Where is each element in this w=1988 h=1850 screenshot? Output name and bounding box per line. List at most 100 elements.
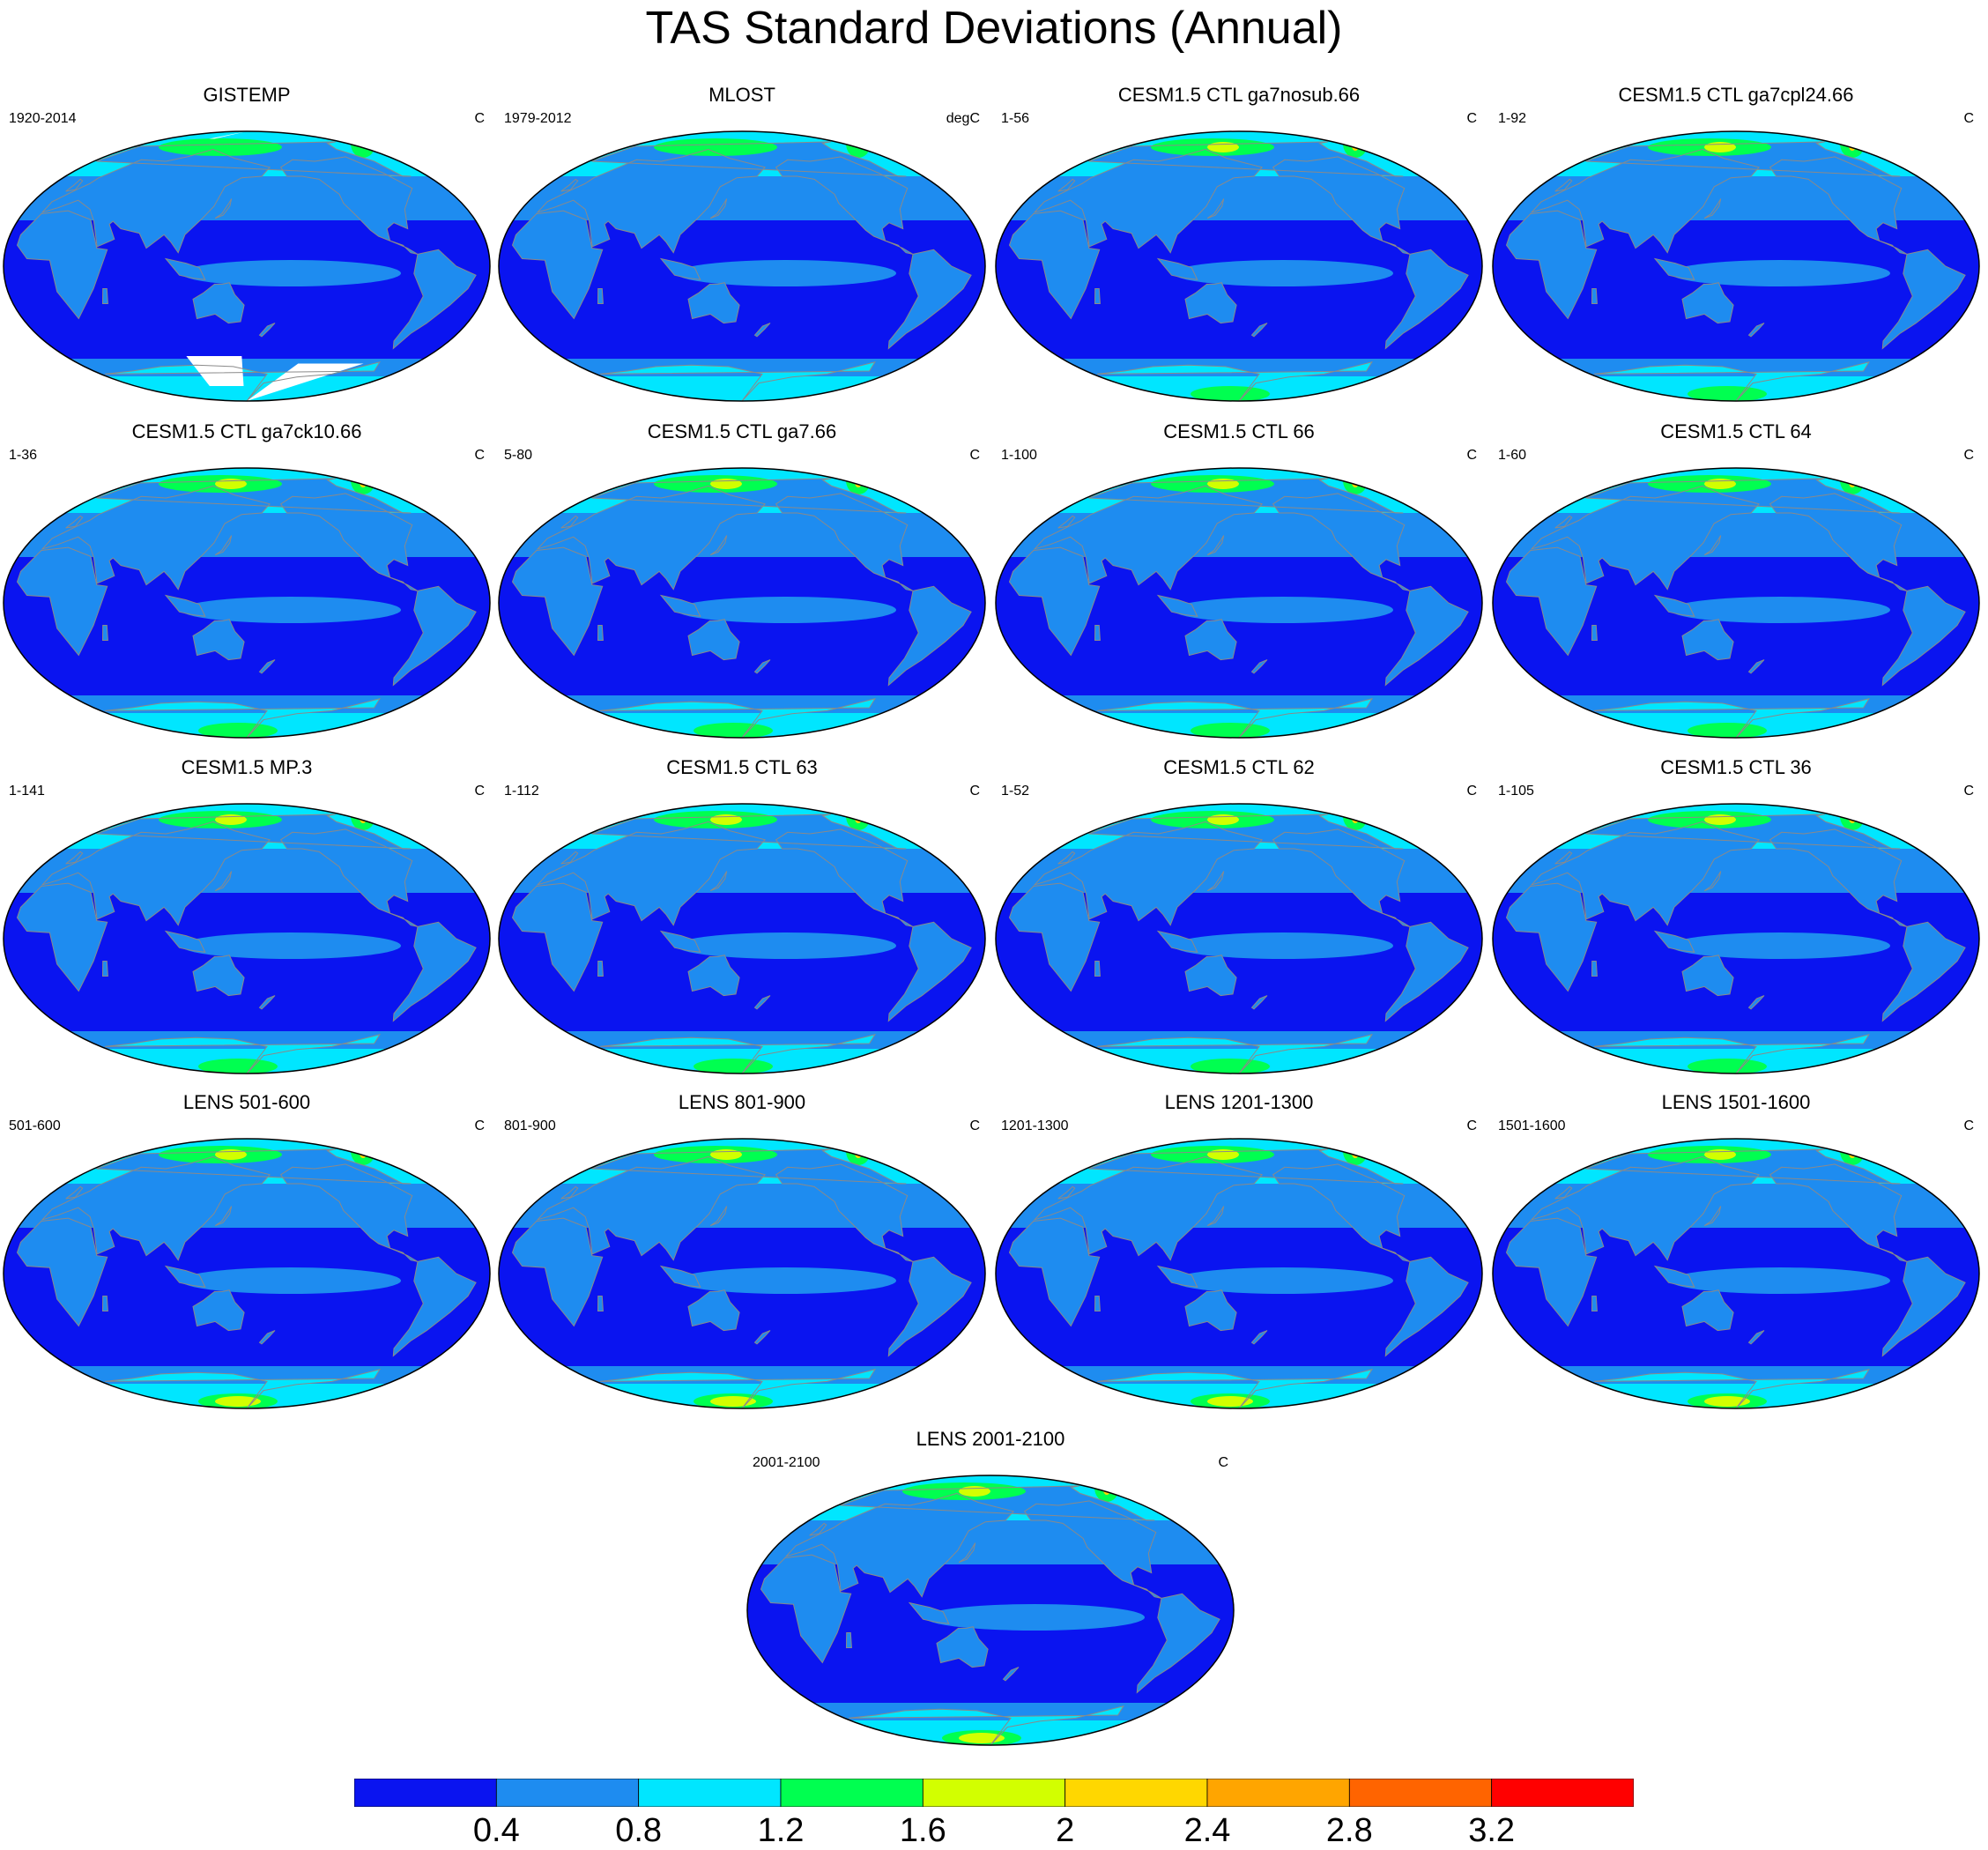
panel-period-label: 1-105 — [1498, 784, 1534, 799]
map-panel: CESM1.5 CTL 66 1-100 C — [992, 420, 1486, 742]
map-panel: CESM1.5 CTL ga7cpl24.66 1-92 C — [1489, 84, 1983, 405]
colorbar-box — [1064, 1779, 1208, 1807]
world-map — [498, 803, 986, 1074]
panel-period-label: 1201-1300 — [1001, 1118, 1069, 1133]
panel-units-label: C — [1466, 784, 1477, 799]
panel-period-label: 1979-2012 — [504, 111, 572, 126]
map-panel: LENS 801-900 801-900 C — [495, 1091, 989, 1413]
colorbar-box — [1206, 1779, 1350, 1807]
coastlines — [1008, 141, 1469, 401]
coastlines — [1008, 478, 1469, 738]
colorbar-box — [1348, 1779, 1493, 1807]
world-map — [995, 1138, 1483, 1409]
panel-title: LENS 801-900 — [678, 1091, 806, 1113]
map-panel: LENS 501-600 501-600 C — [0, 1091, 493, 1413]
panel-units-label: C — [969, 784, 980, 799]
coastlines — [1505, 141, 1966, 401]
panel-title: CESM1.5 CTL 62 — [1163, 756, 1315, 778]
world-map — [1492, 467, 1980, 739]
panel-period-label: 501-600 — [9, 1118, 61, 1133]
colorbar-tick-label: 2.8 — [1325, 1812, 1373, 1849]
world-map — [3, 1138, 491, 1409]
coastlines — [1505, 814, 1966, 1074]
panel-title: CESM1.5 CTL 36 — [1660, 756, 1812, 778]
panel-period-label: 1-92 — [1498, 111, 1527, 126]
colorbar-box — [780, 1779, 924, 1807]
colorbar-tick-label: 0.4 — [472, 1812, 520, 1849]
panel-title: CESM1.5 CTL ga7ck10.66 — [131, 420, 362, 442]
figure-title: TAS Standard Deviations (Annual) — [645, 3, 1343, 54]
panel-period-label: 1-100 — [1001, 448, 1037, 463]
panel-title: LENS 2001-2100 — [916, 1428, 1065, 1450]
colorbar-box — [354, 1779, 497, 1807]
panel-period-label: 1-52 — [1001, 784, 1030, 799]
colorbar-tick-label: 2 — [1056, 1812, 1075, 1849]
panel-units-label: C — [474, 111, 485, 126]
colorbar-tick-label: 2.4 — [1183, 1812, 1231, 1849]
panel-units-label: C — [1466, 111, 1477, 126]
world-map — [3, 467, 491, 739]
panel-units-label: C — [1963, 111, 1974, 126]
world-map — [1492, 1138, 1980, 1409]
map-panel: CESM1.5 CTL 64 1-60 C — [1489, 420, 1983, 742]
colorbar-box — [495, 1779, 640, 1807]
panel-period-label: 5-80 — [504, 448, 533, 463]
coastlines — [1505, 478, 1966, 738]
panel-title: CESM1.5 CTL ga7cpl24.66 — [1618, 84, 1854, 106]
coastlines — [16, 814, 477, 1074]
coastlines — [1008, 1148, 1469, 1408]
panel-title: MLOST — [708, 84, 775, 106]
map-panel: GISTEMP 1920-2014 C — [0, 84, 493, 405]
panel-period-label: 1-112 — [504, 784, 539, 799]
panel-units-label: C — [1963, 784, 1974, 799]
map-panel: CESM1.5 CTL 63 1-112 C — [495, 756, 989, 1078]
panel-units-label: C — [1218, 1455, 1228, 1470]
panel-period-label: 1-56 — [1001, 111, 1030, 126]
map-panel: MLOST 1979-2012 degC — [495, 84, 989, 405]
panel-units-label: C — [1466, 448, 1477, 463]
coastlines — [511, 141, 972, 401]
panel-title: CESM1.5 CTL 63 — [666, 756, 818, 778]
panel-period-label: 801-900 — [504, 1118, 556, 1133]
world-map — [3, 803, 491, 1074]
panel-title: CESM1.5 CTL 66 — [1163, 420, 1315, 442]
panel-units-label: C — [969, 448, 980, 463]
map-panel: CESM1.5 CTL ga7ck10.66 1-36 C — [0, 420, 493, 742]
colorbar-tick-label: 0.8 — [615, 1812, 663, 1849]
colorbar-tick-label: 3.2 — [1468, 1812, 1516, 1849]
panel-units-label: degC — [946, 111, 980, 126]
colorbar-tick-label: 1.6 — [899, 1812, 946, 1849]
panel-units-label: C — [474, 448, 485, 463]
panel-period-label: 1-60 — [1498, 448, 1527, 463]
panel-units-label: C — [474, 1118, 485, 1133]
coastlines — [760, 1485, 1220, 1745]
colorbar-box — [1491, 1779, 1634, 1807]
panel-title: CESM1.5 MP.3 — [181, 756, 313, 778]
panel-units-label: C — [474, 784, 485, 799]
panel-title: CESM1.5 CTL ga7.66 — [647, 420, 837, 442]
panel-title: LENS 501-600 — [182, 1091, 311, 1113]
map-panel: CESM1.5 CTL 36 1-105 C — [1489, 756, 1983, 1078]
panel-units-label: C — [1466, 1118, 1477, 1133]
world-map — [498, 467, 986, 739]
panel-title: CESM1.5 CTL ga7nosub.66 — [1117, 84, 1361, 106]
panel-units-label: C — [1963, 1118, 1974, 1133]
colorbar-box — [638, 1779, 782, 1807]
world-map — [995, 130, 1483, 402]
panel-period-label: 2001-2100 — [753, 1455, 820, 1470]
panel-period-label: 1-36 — [9, 448, 38, 463]
panel-period-label: 1920-2014 — [9, 111, 77, 126]
panel-units-label: C — [969, 1118, 980, 1133]
panel-title: LENS 1501-1600 — [1661, 1091, 1811, 1113]
world-map — [746, 1475, 1235, 1746]
panel-title: GISTEMP — [203, 84, 291, 106]
coastlines — [511, 478, 972, 738]
colorbar-tick-label: 1.2 — [757, 1812, 805, 1849]
world-map — [498, 1138, 986, 1409]
map-panel: LENS 1201-1300 1201-1300 C — [992, 1091, 1486, 1413]
map-panel: CESM1.5 MP.3 1-141 C — [0, 756, 493, 1078]
coastlines — [16, 141, 477, 401]
coastlines — [1008, 814, 1469, 1074]
colorbar — [354, 1779, 1634, 1807]
map-panel: CESM1.5 CTL ga7.66 5-80 C — [495, 420, 989, 742]
